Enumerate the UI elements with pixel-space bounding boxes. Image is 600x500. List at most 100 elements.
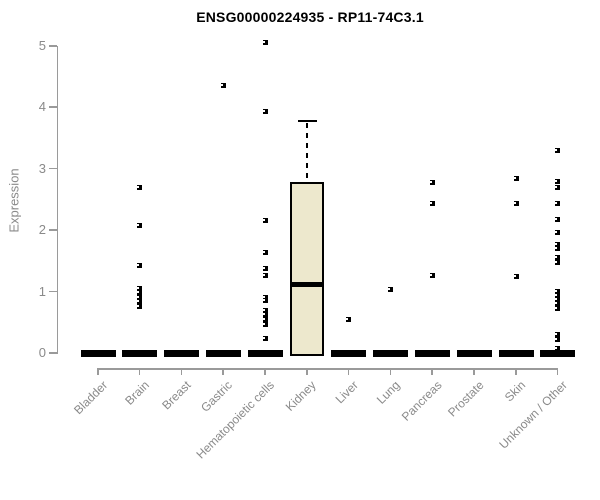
outlier-point [262, 218, 268, 224]
outlier-point [262, 294, 268, 300]
outlier-point [555, 241, 561, 247]
x-axis-tick [138, 368, 141, 375]
outlier-point [262, 322, 268, 328]
boxplot-box [290, 182, 324, 356]
x-axis-tick [473, 368, 475, 375]
y-axis-tick [49, 290, 57, 293]
y-tick-label: 0 [38, 345, 46, 360]
outlier-point [137, 294, 143, 300]
outlier-point [555, 246, 561, 252]
x-tick-label: Skin [501, 378, 528, 405]
x-axis-tick [347, 368, 350, 375]
outlier-point [137, 184, 143, 190]
outlier-point [262, 272, 268, 278]
outlier-point [555, 255, 561, 261]
x-axis-tick [556, 368, 559, 375]
y-axis-label: Expression [6, 168, 22, 233]
outlier-point [555, 346, 561, 352]
whisker-line [306, 122, 308, 182]
outlier-point [555, 229, 561, 235]
y-tick-label: 2 [38, 222, 46, 238]
outlier-point [513, 175, 519, 181]
x-axis-tick [264, 368, 266, 375]
outlier-point [513, 274, 519, 280]
y-axis-tick [49, 106, 57, 108]
boxplot-collapsed-box [498, 350, 534, 357]
x-axis-tick [389, 368, 392, 375]
outlier-point [137, 290, 143, 296]
outlier-point [429, 180, 435, 186]
x-tick-label: Kidney [283, 378, 319, 414]
outlier-point [262, 312, 268, 318]
outlier-point [513, 201, 519, 207]
outlier-point [137, 262, 143, 268]
x-tick-label: Liver [332, 378, 361, 407]
y-tick-label: 4 [38, 99, 46, 115]
outlier-point [262, 297, 268, 303]
boxplot-collapsed-box [331, 350, 367, 357]
boxplot-median-line [290, 281, 324, 287]
outlier-point [429, 272, 435, 278]
outlier-point [346, 316, 352, 322]
x-tick-label: Pancreas [398, 378, 445, 424]
x-axis-tick [97, 368, 99, 375]
x-tick-label: Lung [373, 378, 403, 407]
boxplot-collapsed-box [414, 350, 450, 357]
x-axis-line [98, 368, 558, 370]
x-axis-tick [515, 368, 517, 375]
outlier-point [555, 293, 561, 299]
boxplot-collapsed-box [373, 350, 409, 357]
outlier-point [555, 306, 561, 312]
outlier-point [137, 222, 143, 228]
x-tick-label: Gastric [198, 378, 236, 415]
y-axis-tick [49, 45, 57, 47]
outlier-point [262, 250, 268, 256]
x-tick-label: Prostate [444, 378, 487, 420]
y-axis-line [56, 46, 58, 354]
outlier-point [262, 335, 268, 341]
x-axis-tick [180, 368, 183, 375]
outlier-point [555, 332, 561, 338]
outlier-point [555, 289, 561, 295]
boxplot-collapsed-box [456, 350, 492, 357]
outlier-point [555, 336, 561, 342]
boxplot-collapsed-box [540, 350, 576, 357]
x-axis-tick [222, 368, 224, 375]
chart-title: ENSG00000224935 - RP11-74C3.1 [196, 9, 424, 25]
outlier-point [429, 200, 435, 206]
boxplot-collapsed-box [80, 350, 116, 357]
x-tick-label: Hematopoietic cells [193, 378, 278, 462]
x-axis-tick [431, 368, 433, 375]
y-tick-label: 3 [38, 160, 46, 176]
outlier-point [262, 108, 268, 114]
outlier-point [262, 317, 268, 323]
outlier-point [137, 303, 143, 309]
y-axis-tick [49, 167, 57, 170]
outlier-point [137, 298, 143, 304]
outlier-point [555, 184, 561, 190]
outlier-point [555, 216, 561, 222]
whisker-cap [297, 119, 317, 122]
outlier-point [262, 39, 268, 45]
outlier-point [555, 301, 561, 307]
x-axis-tick [306, 368, 308, 375]
y-tick-label: 5 [38, 38, 46, 53]
outlier-point [555, 259, 561, 265]
outlier-point [262, 307, 268, 313]
outlier-point [555, 179, 561, 185]
boxplot-collapsed-box [205, 350, 241, 357]
boxplot-collapsed-box [164, 350, 200, 357]
y-axis-tick [49, 352, 57, 354]
outlier-point [555, 147, 561, 153]
y-axis-tick [49, 229, 57, 231]
y-tick-label: 1 [38, 283, 46, 299]
boxplot-collapsed-box [122, 350, 158, 357]
x-tick-label: Breast [159, 378, 194, 413]
outlier-point [262, 265, 268, 271]
outlier-point [137, 286, 143, 292]
outlier-point [555, 201, 561, 207]
x-tick-label: Brain [122, 378, 152, 408]
boxplot-collapsed-box [247, 350, 283, 357]
outlier-point [220, 82, 226, 88]
